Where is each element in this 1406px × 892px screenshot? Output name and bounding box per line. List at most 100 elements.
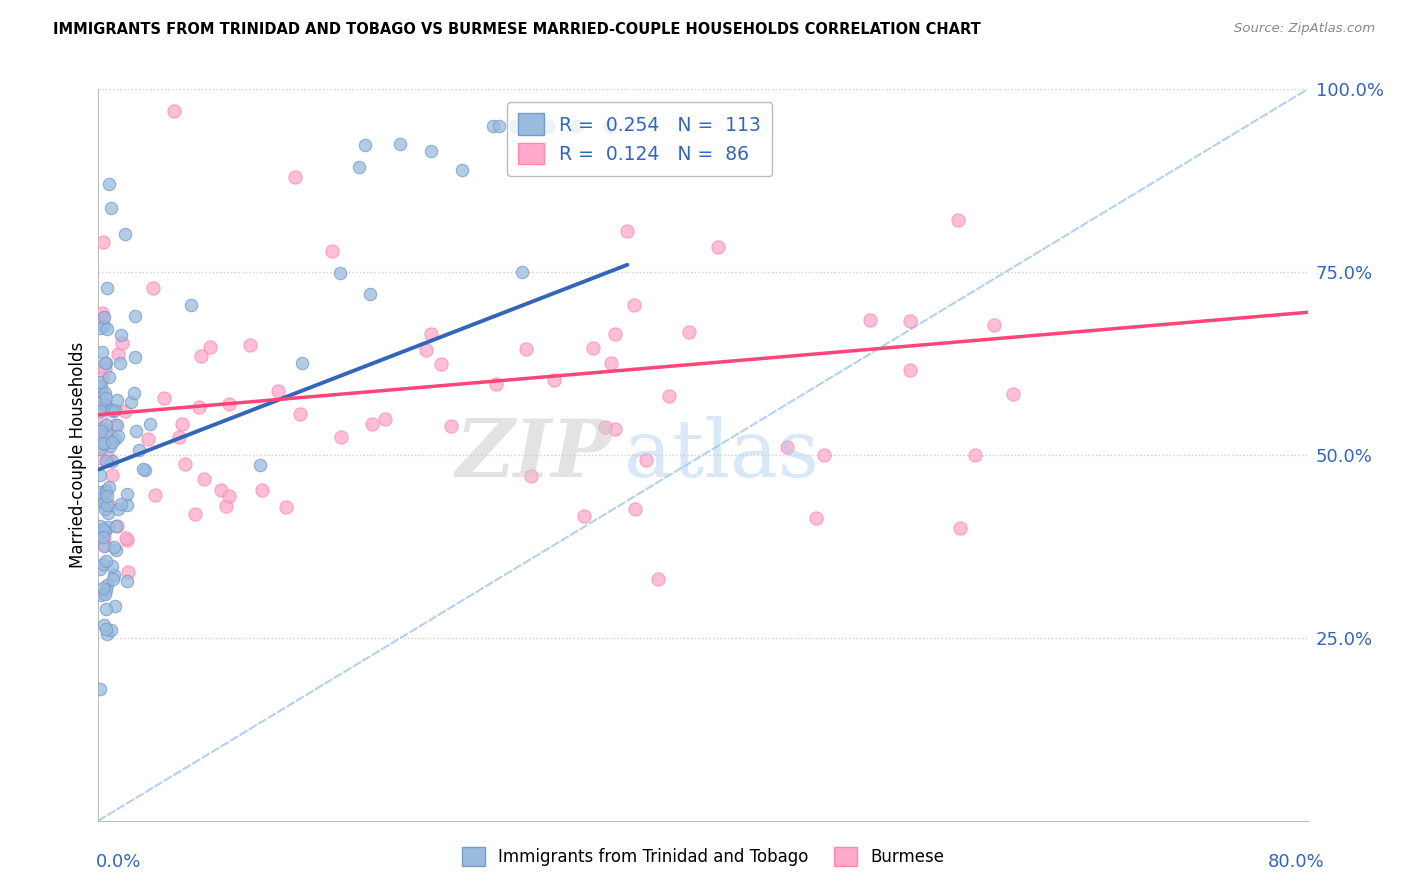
Point — [193, 473, 215, 487]
Point — [96, 602, 118, 616]
Point — [419, 144, 441, 158]
Point — [124, 350, 146, 364]
Point — [167, 430, 190, 444]
Point — [103, 568, 125, 582]
Point — [93, 530, 115, 544]
Point — [125, 425, 148, 439]
Point — [354, 137, 377, 152]
Point — [115, 486, 138, 500]
Point — [209, 483, 232, 498]
Point — [374, 412, 396, 426]
Point — [117, 499, 139, 513]
Point — [97, 480, 120, 494]
Point — [91, 436, 114, 450]
Point — [115, 531, 138, 545]
Point — [543, 373, 565, 387]
Point — [111, 336, 134, 351]
Point — [360, 287, 382, 301]
Point — [89, 404, 111, 418]
Point — [117, 566, 139, 580]
Point — [98, 498, 121, 512]
Legend: R =  0.254   N =  113, R =  0.124   N =  86: R = 0.254 N = 113, R = 0.124 N = 86 — [506, 103, 772, 176]
Point — [599, 119, 621, 133]
Point — [89, 519, 111, 533]
Point — [249, 458, 271, 473]
Point — [96, 498, 118, 512]
Point — [90, 588, 112, 602]
Point — [624, 501, 647, 516]
Point — [485, 376, 508, 391]
Point — [110, 327, 132, 342]
Point — [533, 119, 555, 133]
Point — [565, 119, 588, 133]
Point — [101, 404, 124, 418]
Point — [91, 306, 114, 320]
Point — [284, 169, 307, 184]
Point — [96, 489, 118, 503]
Point — [946, 213, 969, 227]
Point — [110, 496, 132, 510]
Point — [89, 485, 111, 500]
Point — [122, 386, 145, 401]
Point — [488, 119, 510, 133]
Point — [600, 355, 623, 369]
Point — [104, 433, 127, 447]
Point — [361, 417, 384, 432]
Point — [105, 519, 128, 533]
Point — [134, 463, 156, 477]
Point — [658, 389, 681, 403]
Text: ZIP: ZIP — [456, 417, 613, 493]
Point — [104, 418, 127, 433]
Point — [91, 310, 114, 325]
Point — [94, 392, 117, 406]
Point — [94, 622, 117, 636]
Point — [104, 403, 127, 417]
Point — [105, 519, 128, 533]
Point — [91, 235, 114, 250]
Point — [603, 422, 626, 436]
Point — [91, 581, 114, 595]
Point — [103, 540, 125, 554]
Point — [91, 491, 114, 506]
Point — [93, 310, 115, 324]
Point — [510, 265, 533, 279]
Point — [347, 160, 370, 174]
Text: IMMIGRANTS FROM TRINIDAD AND TOBAGO VS BURMESE MARRIED-COUPLE HOUSEHOLDS CORRELA: IMMIGRANTS FROM TRINIDAD AND TOBAGO VS B… — [53, 22, 981, 37]
Point — [190, 349, 212, 363]
Point — [215, 499, 238, 513]
Point — [101, 435, 124, 450]
Point — [90, 424, 112, 438]
Point — [101, 454, 124, 468]
Point — [94, 502, 117, 516]
Point — [94, 356, 117, 370]
Point — [180, 298, 202, 312]
Point — [90, 430, 112, 444]
Point — [93, 496, 115, 510]
Point — [94, 538, 117, 552]
Point — [515, 343, 537, 357]
Point — [104, 599, 127, 614]
Point — [124, 310, 146, 324]
Point — [91, 371, 114, 385]
Point — [505, 119, 527, 133]
Point — [142, 281, 165, 295]
Point — [105, 543, 128, 558]
Point — [420, 326, 443, 341]
Point — [90, 344, 112, 359]
Point — [97, 506, 120, 520]
Y-axis label: Married-couple Households: Married-couple Households — [69, 342, 87, 568]
Point — [983, 318, 1005, 333]
Point — [94, 417, 117, 432]
Point — [330, 430, 353, 444]
Point — [105, 417, 128, 432]
Point — [90, 384, 112, 399]
Point — [89, 321, 111, 335]
Point — [94, 582, 117, 597]
Point — [188, 400, 211, 414]
Point — [94, 483, 117, 498]
Point — [103, 572, 125, 586]
Point — [98, 439, 121, 453]
Point — [706, 240, 728, 254]
Point — [90, 451, 112, 466]
Point — [90, 412, 112, 426]
